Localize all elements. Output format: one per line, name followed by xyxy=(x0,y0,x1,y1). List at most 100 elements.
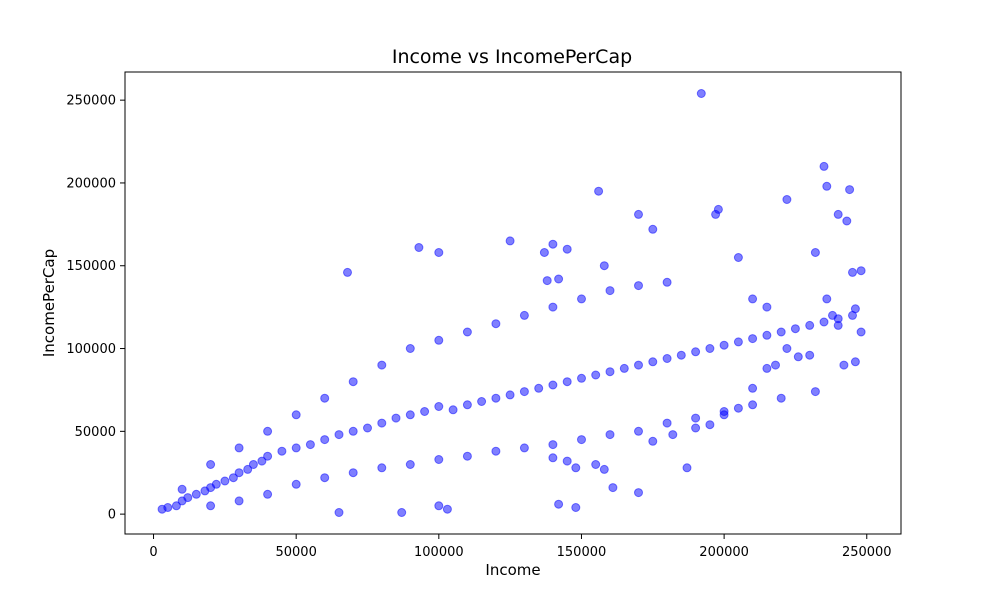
data-point xyxy=(448,405,458,415)
data-point xyxy=(845,185,855,195)
data-point xyxy=(748,383,758,393)
data-point xyxy=(648,224,658,234)
data-point xyxy=(648,436,658,446)
data-point xyxy=(762,302,772,312)
data-point xyxy=(782,344,792,353)
data-point xyxy=(442,504,452,514)
data-point xyxy=(505,390,515,400)
data-point xyxy=(377,418,387,428)
data-point xyxy=(257,456,267,466)
data-point xyxy=(662,354,672,363)
data-point xyxy=(334,508,344,517)
data-point xyxy=(348,468,358,478)
data-point xyxy=(562,377,572,387)
data-point xyxy=(691,347,701,357)
data-point xyxy=(211,479,221,489)
data-point xyxy=(771,360,780,370)
data-point xyxy=(850,357,860,367)
data-point xyxy=(320,393,330,403)
data-point xyxy=(848,267,857,277)
data-point xyxy=(571,463,581,473)
data-point xyxy=(548,239,558,249)
data-point xyxy=(577,294,586,304)
data-point xyxy=(571,503,581,512)
data-point xyxy=(171,501,181,511)
data-point xyxy=(206,460,216,469)
data-point xyxy=(434,335,444,345)
data-point xyxy=(805,320,815,330)
data-point xyxy=(682,463,692,473)
data-point xyxy=(434,248,444,257)
data-point xyxy=(691,413,701,423)
x-tick-label: 200000 xyxy=(699,545,749,560)
plot-frame xyxy=(124,71,902,535)
data-point xyxy=(363,423,372,433)
data-point xyxy=(619,363,629,373)
data-point xyxy=(320,473,330,483)
data-point xyxy=(477,397,487,406)
y-tick-label: 250000 xyxy=(66,94,116,109)
data-point xyxy=(842,216,852,226)
data-point xyxy=(810,248,820,257)
data-point xyxy=(839,360,849,370)
data-point xyxy=(462,451,472,461)
data-point xyxy=(491,446,501,456)
data-point xyxy=(819,161,829,171)
data-point xyxy=(833,320,843,330)
data-point xyxy=(348,377,358,387)
data-point xyxy=(505,236,515,246)
y-tick-label: 200000 xyxy=(66,176,116,191)
data-point xyxy=(554,499,564,509)
data-point xyxy=(291,479,301,489)
data-point xyxy=(277,446,287,456)
data-point xyxy=(548,302,558,312)
data-point xyxy=(634,281,643,291)
data-point xyxy=(263,451,273,461)
data-point xyxy=(819,317,829,327)
data-point xyxy=(519,310,529,320)
data-point xyxy=(805,350,815,360)
data-point xyxy=(591,370,601,380)
x-axis: 0 50000 100000 150000 200000 250000 xyxy=(149,534,892,560)
data-point xyxy=(405,410,415,420)
data-point xyxy=(790,324,800,334)
x-tick-label: 250000 xyxy=(842,545,892,560)
data-point xyxy=(705,420,715,430)
data-point xyxy=(377,360,387,370)
data-point xyxy=(833,209,843,219)
data-point xyxy=(696,89,706,98)
data-point xyxy=(577,373,586,383)
y-axis: 0 50000 100000 150000 200000 250000 xyxy=(66,94,125,523)
data-point xyxy=(776,327,786,337)
data-point xyxy=(594,186,604,196)
data-point xyxy=(320,435,330,445)
data-point xyxy=(334,430,344,440)
y-tick-label: 100000 xyxy=(66,342,116,357)
data-point xyxy=(434,455,444,464)
data-point xyxy=(662,277,672,287)
data-point xyxy=(234,468,244,478)
data-point xyxy=(548,453,558,463)
data-point xyxy=(548,380,558,390)
y-tick-label: 150000 xyxy=(66,259,116,274)
data-point xyxy=(434,402,444,411)
data-point xyxy=(676,350,686,360)
data-point xyxy=(733,337,743,347)
data-point xyxy=(634,209,643,219)
data-point xyxy=(343,267,352,277)
data-point xyxy=(828,310,837,320)
data-point xyxy=(228,473,238,483)
y-axis-label: IncomePerCap xyxy=(40,249,58,357)
data-point xyxy=(599,261,609,271)
data-point xyxy=(719,410,729,420)
x-tick-label: 50000 xyxy=(275,545,316,560)
data-point xyxy=(856,327,866,337)
data-point xyxy=(605,367,615,377)
data-point xyxy=(177,484,187,494)
data-point xyxy=(291,443,301,453)
data-point xyxy=(599,464,609,474)
x-axis-label: Income xyxy=(485,561,540,579)
data-point xyxy=(491,319,501,329)
data-point xyxy=(562,244,572,254)
